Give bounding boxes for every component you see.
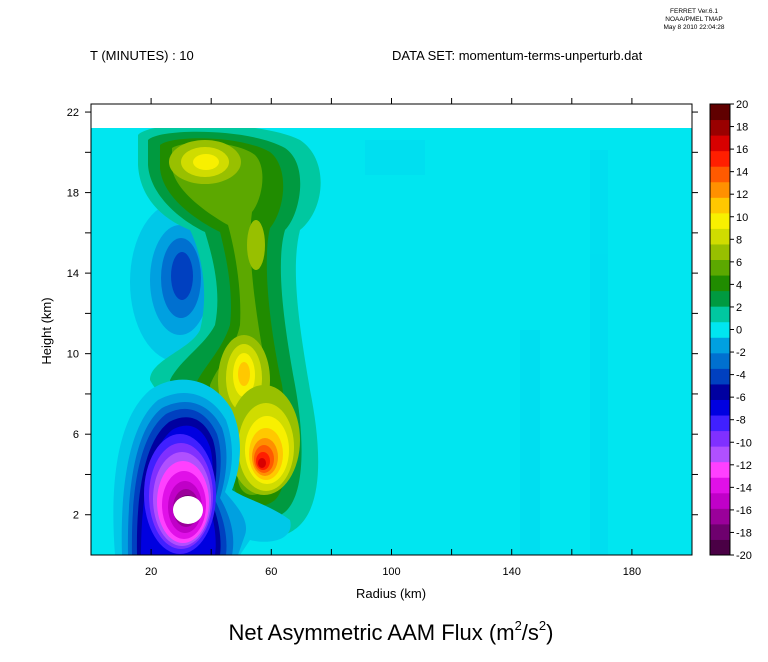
colorbar-label: 16	[736, 144, 748, 156]
colorbar-label: -8	[736, 415, 746, 427]
x-axis-label: Radius (km)	[356, 586, 426, 601]
colorbar-swatch	[710, 228, 730, 245]
far-band-1	[365, 140, 425, 175]
colorbar-swatch	[710, 492, 730, 509]
colorbar-label: 8	[736, 234, 742, 246]
colorbar-swatch	[710, 383, 730, 400]
y-tick-label: 14	[67, 268, 79, 280]
colorbar-swatch	[710, 539, 730, 556]
contour-pos-20-lower	[258, 458, 266, 468]
colorbar-swatch	[710, 368, 730, 385]
contour-pos-8-top	[193, 154, 219, 170]
colorbar-swatch	[710, 166, 730, 183]
x-tick-label: 20	[145, 566, 157, 578]
positive-column-region	[138, 128, 321, 538]
contour-field	[113, 128, 608, 555]
org-label: NOAA/PMEL TMAP	[665, 16, 722, 23]
colorbar-label: 14	[736, 167, 748, 179]
y-tick-label: 22	[67, 107, 79, 119]
far-band-3	[590, 150, 608, 555]
dataset-label: DATA SET: momentum-terms-unperturb.dat	[392, 48, 643, 63]
colorbar-label: -6	[736, 392, 746, 404]
colorbar-swatch	[710, 181, 730, 198]
colorbar-label: -18	[736, 527, 752, 539]
time-label: T (MINUTES) : 10	[90, 48, 194, 63]
colorbar-swatch	[710, 446, 730, 463]
chart-title-main: Net Asymmetric AAM Flux (m	[229, 620, 515, 645]
colorbar-label: -10	[736, 437, 752, 449]
colorbar-label: -20	[736, 550, 752, 562]
colorbar-swatch	[710, 461, 730, 478]
colorbar-swatch	[710, 477, 730, 494]
colorbar-label: 18	[736, 122, 748, 134]
y-tick-label: 2	[73, 510, 79, 522]
colorbar-swatch	[710, 197, 730, 214]
colorbar-swatch	[710, 290, 730, 307]
out-of-range-blank	[173, 496, 203, 524]
colorbar-swatch	[710, 150, 730, 167]
colorbar-label: 0	[736, 325, 742, 337]
colorbar-label: -4	[736, 370, 746, 382]
chart-title-sup2: 2	[539, 618, 546, 633]
contour-pos-5-column	[247, 220, 265, 270]
colorbar-swatch	[710, 523, 730, 540]
colorbar-swatch	[710, 321, 730, 338]
y-axis-label: Height (km)	[39, 297, 54, 364]
far-field-banding	[365, 140, 608, 555]
colorbar-swatch	[710, 119, 730, 136]
negative-core-region	[113, 379, 291, 555]
y-tick-label: 6	[73, 429, 79, 441]
colorbar-label: 4	[736, 279, 742, 291]
colorbar-label: -12	[736, 460, 752, 472]
colorbar-swatch	[710, 508, 730, 525]
colorbar-label: -2	[736, 347, 746, 359]
colorbar-swatch	[710, 430, 730, 447]
colorbar-label: -16	[736, 505, 752, 517]
x-tick-label: 100	[382, 566, 400, 578]
chart-title: Net Asymmetric AAM Flux (m2/s2)	[229, 618, 554, 645]
y-tick-label: 18	[67, 188, 79, 200]
colorbar-swatch	[710, 243, 730, 261]
chart-title-end: )	[546, 620, 553, 645]
colorbar-label: 10	[736, 212, 748, 224]
y-tick-label: 10	[67, 349, 79, 361]
colorbar-label: 12	[736, 189, 748, 201]
timestamp-label: May 8 2010 22:04:28	[663, 24, 724, 31]
program-label: FERRET Ver.6.1	[670, 8, 718, 15]
y-axis: 2 6 10 14 18 22	[67, 107, 698, 522]
colorbar-swatch	[710, 135, 730, 152]
colorbar-label: 20	[736, 99, 748, 111]
colorbar-swatch	[710, 337, 730, 354]
colorbar: 20181614121086420-2-4-6-8-10-12-14-16-18…	[709, 99, 752, 562]
x-axis: 20 60 100 140 180	[145, 98, 641, 578]
plot-area	[90, 103, 693, 556]
contour-neg-6-mid	[171, 252, 193, 300]
colorbar-swatch	[710, 212, 730, 229]
colorbar-swatch	[710, 352, 730, 369]
x-tick-label: 180	[623, 566, 641, 578]
contour-pos-12-mid	[238, 362, 250, 386]
chart-title-sup: 2	[515, 618, 522, 633]
colorbar-swatch	[710, 259, 730, 276]
colorbar-swatch	[710, 306, 730, 323]
colorbar-swatch	[710, 415, 730, 432]
x-tick-label: 60	[265, 566, 277, 578]
colorbar-label: -14	[736, 482, 752, 494]
colorbar-label: 6	[736, 257, 742, 269]
chart-title-mid: /s	[522, 620, 539, 645]
colorbar-label: 2	[736, 302, 742, 314]
far-band-2	[520, 330, 540, 555]
colorbar-swatch	[710, 104, 730, 121]
colorbar-swatch	[710, 275, 730, 292]
colorbar-swatch	[710, 399, 730, 416]
x-tick-label: 140	[503, 566, 521, 578]
